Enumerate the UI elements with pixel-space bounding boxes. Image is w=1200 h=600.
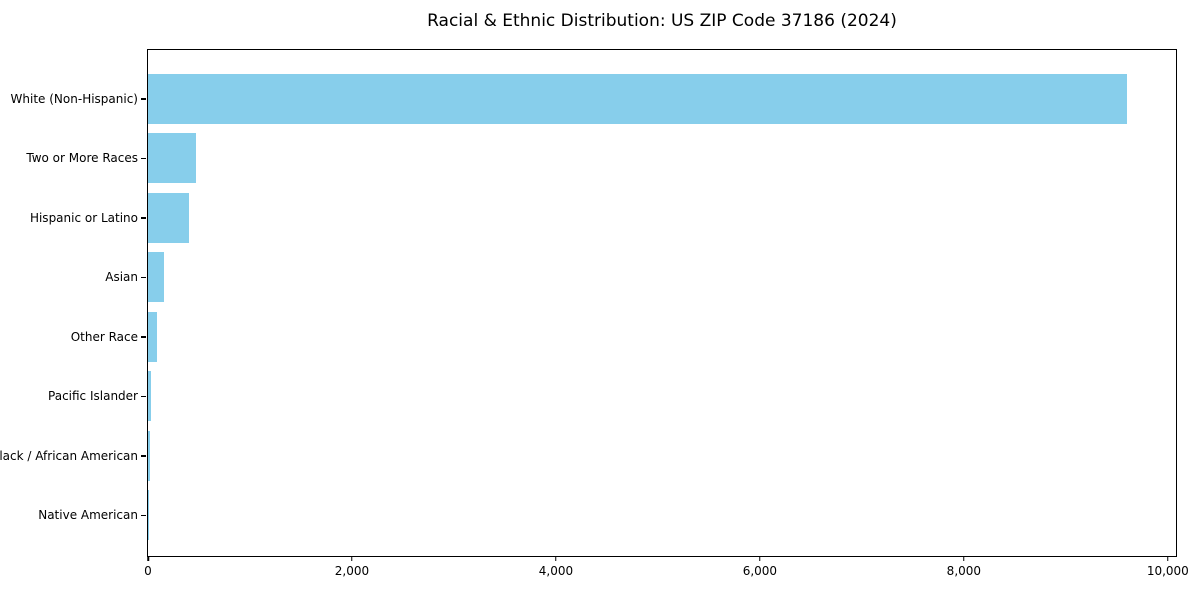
bar	[148, 430, 150, 481]
bar	[148, 73, 1127, 124]
x-tick-label: 4,000	[538, 564, 574, 578]
y-tick-label: Other Race	[70, 329, 138, 344]
bar-row: Two or More Races	[26, 129, 1176, 189]
bar	[148, 133, 196, 184]
x-axis-tick	[351, 556, 353, 561]
x-tick-label: 6,000	[742, 564, 778, 578]
y-tick-label: Black / African American	[0, 448, 138, 463]
bar	[148, 371, 152, 422]
x-axis-tick	[555, 556, 557, 561]
bar	[148, 192, 190, 243]
bar-row: Asian	[105, 248, 1176, 308]
bar	[148, 252, 164, 303]
y-axis-tick	[141, 157, 146, 159]
y-tick-label: Pacific Islander	[48, 389, 138, 404]
y-axis-tick	[141, 217, 146, 219]
bar-row: Native American	[38, 486, 1176, 546]
y-tick-label: Two or More Races	[26, 151, 138, 166]
bar	[148, 311, 158, 362]
bars-area: White (Non-Hispanic) Two or More Races His…	[0, 69, 1176, 546]
bar-row: Pacific Islander	[48, 367, 1176, 427]
chart-title: Racial & Ethnic Distribution: US ZIP Cod…	[427, 11, 897, 31]
bar-row: White (Non-Hispanic)	[11, 69, 1176, 129]
y-axis-tick	[141, 276, 146, 278]
y-tick-label: White (Non-Hispanic)	[10, 91, 138, 106]
y-tick-label: Hispanic or Latino	[29, 210, 138, 225]
x-axis-tick	[963, 556, 965, 561]
y-axis-tick	[141, 98, 146, 100]
x-axis-tick	[147, 556, 149, 561]
bar-row: Black / African American	[0, 426, 1176, 486]
x-axis-tick	[1167, 556, 1169, 561]
bar-row: Other Race	[71, 307, 1176, 367]
x-tick-label: 8,000	[946, 564, 982, 578]
x-tick-label: 10,000	[1146, 564, 1189, 578]
x-tick-label: 2,000	[334, 564, 370, 578]
x-axis-tick	[759, 556, 761, 561]
plot-area: White (Non-Hispanic) Two or More Races His…	[0, 49, 1189, 578]
x-tick-label: 0	[144, 564, 152, 578]
y-tick-label: Native American	[38, 508, 138, 523]
y-axis-tick	[141, 336, 146, 338]
y-axis-tick	[141, 455, 146, 457]
bar-row: Hispanic or Latino	[30, 188, 1176, 248]
y-axis-tick	[141, 395, 146, 397]
y-axis-tick	[141, 514, 146, 516]
y-tick-label: Asian	[105, 270, 138, 285]
